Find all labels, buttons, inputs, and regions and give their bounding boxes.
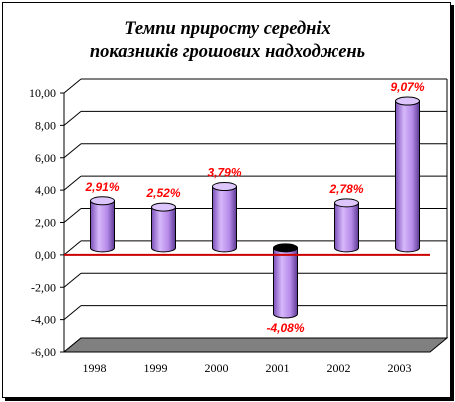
data-label: 2,52% <box>145 186 180 200</box>
bar-cap <box>273 243 298 253</box>
y-tick-label: 8,00 <box>35 118 56 132</box>
x-tick-label: 2001 <box>266 361 290 375</box>
data-label: 2,78% <box>328 182 363 196</box>
grid-depth-line <box>63 78 82 94</box>
bar-cap <box>334 198 359 208</box>
grid-depth-line <box>63 175 82 191</box>
x-tick-label: 2003 <box>388 361 412 375</box>
bar-cap <box>395 96 420 106</box>
bar-cap <box>90 196 115 206</box>
grid-depth-line <box>63 240 82 256</box>
grid-depth-line <box>63 272 82 288</box>
grid-depth-line <box>63 143 82 159</box>
data-label: 3,79% <box>207 166 241 180</box>
bar-cap <box>151 202 176 212</box>
bar-1998 <box>90 200 115 253</box>
x-tick-label: 2000 <box>205 361 229 375</box>
grid-depth-line <box>63 305 82 321</box>
y-tick-label: 6,00 <box>35 151 56 165</box>
chart-title-line-1: Темпи приросту середніх <box>124 19 331 39</box>
grid-depth-line <box>63 208 82 223</box>
y-tick-label: 2,00 <box>35 216 56 230</box>
data-label: -4,08% <box>266 321 304 335</box>
y-tick-label: -2,00 <box>31 280 56 294</box>
y-tick-label: 0,00 <box>35 248 56 262</box>
data-label: 2,91% <box>84 180 119 194</box>
x-tick-label: 1999 <box>144 361 168 375</box>
y-tick-label: 10,00 <box>29 86 56 100</box>
y-tick-label: -4,00 <box>31 313 56 327</box>
data-label: 9,07% <box>390 80 424 94</box>
bar-2003 <box>395 100 420 253</box>
x-tick-label: 1998 <box>83 361 107 375</box>
bar-2002 <box>334 202 359 253</box>
x-tick-label: 2002 <box>327 361 351 375</box>
bar-2000 <box>212 186 237 253</box>
bar-1999 <box>151 206 176 253</box>
y-tick-label: 4,00 <box>35 183 56 197</box>
chart-title-line-2: показників грошових надходжень <box>89 42 366 62</box>
bar-cap <box>212 182 237 192</box>
y-tick-label: -6,00 <box>31 345 56 359</box>
bar-2001 <box>273 247 298 319</box>
chart-floor <box>62 337 449 353</box>
grid-depth-line <box>63 110 82 126</box>
